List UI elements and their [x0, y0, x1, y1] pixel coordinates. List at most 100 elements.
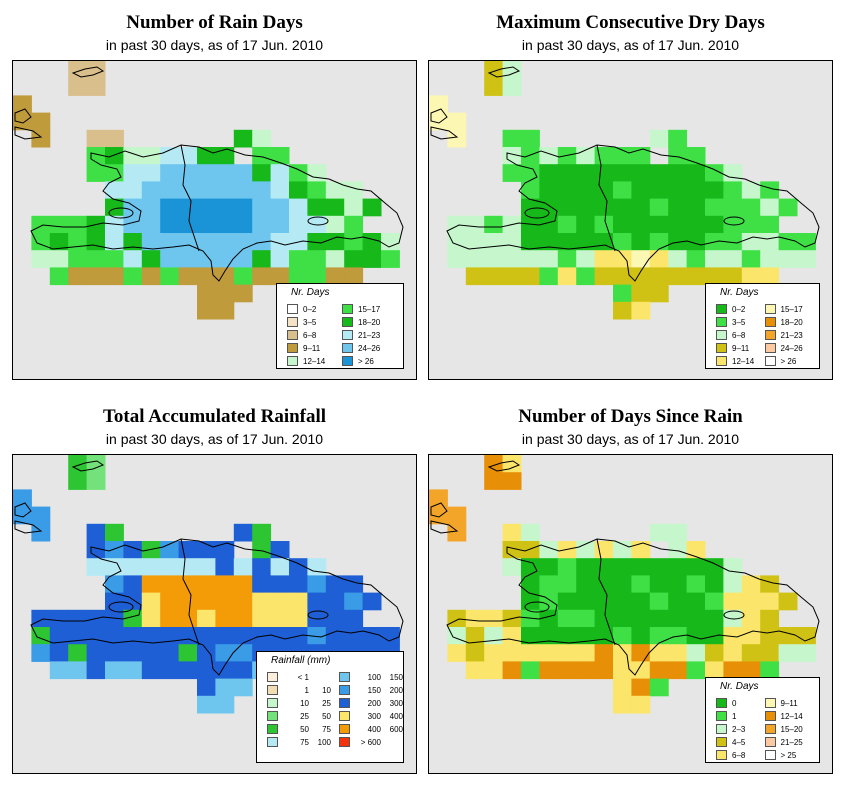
grid-cell [307, 181, 327, 200]
grid-cell [613, 541, 632, 559]
legend-label: 24–26 [358, 343, 381, 353]
grid-cell [649, 558, 669, 576]
grid-cell [686, 215, 706, 234]
legend-item: 6–8 [287, 329, 316, 341]
grid-cell [760, 661, 780, 680]
grid-cell [576, 267, 596, 286]
grid-cell [215, 644, 235, 662]
grid-cell [741, 215, 761, 234]
grid-cell [539, 164, 559, 182]
grid-cell [141, 233, 161, 251]
grid-cell [233, 661, 253, 680]
grid-cell [668, 541, 688, 559]
grid-cell [447, 644, 467, 662]
grid-cell [307, 627, 327, 645]
legend-item: 18–20 [764, 316, 803, 328]
grid-cell [741, 181, 761, 200]
grid-cell [270, 250, 290, 268]
islet-outline [487, 66, 521, 78]
legend-days-since-rain: Nr. Days 0 1 2–3 4–5 6–8 9–11 12–14 15–20 21–25 >… [705, 677, 820, 763]
panel-title: Maximum Consecutive Dry Days [496, 12, 765, 33]
legend-item: 21–25 [764, 736, 803, 748]
legend-swatch [764, 317, 776, 327]
grid-cell [123, 215, 143, 234]
grid-cell [233, 250, 253, 268]
grid-cell [49, 609, 69, 628]
grid-cell [86, 233, 106, 251]
grid-cell [325, 575, 345, 594]
grid-cell [613, 164, 632, 182]
grid-cell [215, 661, 235, 680]
grid-cell [631, 267, 651, 286]
lake-outline [307, 610, 329, 620]
grid-cell [68, 644, 88, 662]
legend-item: 21–23 [342, 329, 380, 341]
grid-cell [197, 644, 216, 662]
grid-cell [344, 267, 364, 286]
legend-item: 200 300 [339, 697, 403, 709]
grid-cell [668, 592, 688, 611]
grid-cell [215, 198, 235, 217]
grid-cell [778, 592, 798, 611]
grid-cell [557, 267, 577, 286]
grid-cell [123, 627, 143, 645]
grid-cell [521, 661, 540, 680]
grid-cell [502, 523, 522, 542]
grid-cell [270, 609, 290, 628]
grid-cell [344, 609, 364, 628]
legend-label: > 26 [780, 356, 797, 366]
grid-cell [484, 61, 504, 79]
grid-cell [649, 250, 669, 268]
legend-range-low: > 600 [360, 737, 381, 747]
grid-cell [86, 78, 106, 96]
legend-swatch [764, 356, 776, 366]
legend-label: 0–2 [732, 304, 746, 314]
grid-cell [31, 523, 51, 542]
grid-cell [649, 181, 669, 200]
legend-range-low: 25 [300, 711, 309, 721]
grid-cell [233, 678, 253, 697]
grid-cell [289, 181, 308, 200]
grid-cell [668, 164, 688, 182]
grid-cell [631, 661, 651, 680]
lake-outline [723, 610, 745, 620]
grid-cell [86, 164, 106, 182]
legend-swatch [716, 724, 727, 734]
grid-cell [447, 112, 467, 131]
grid-cell [631, 592, 651, 611]
legend-title: Nr. Days [720, 287, 759, 298]
legend-item: 3–5 [287, 316, 316, 328]
legend-label: 9–11 [780, 698, 798, 708]
country-border [180, 144, 200, 252]
grid-cell [289, 164, 308, 182]
map-days-since-rain: Nr. Days 0 1 2–3 4–5 6–8 9–11 12–14 15–20 21–25 >… [428, 454, 833, 774]
grid-cell [484, 609, 504, 628]
grid-cell [723, 250, 743, 268]
grid-cell [741, 592, 761, 611]
legend-item: 9–11 [764, 697, 798, 709]
legend-item: < 1 [267, 671, 331, 683]
grid-cell [576, 627, 596, 645]
grid-cell [105, 575, 124, 594]
grid-cell [197, 678, 216, 697]
grid-cell [613, 575, 632, 594]
grid-cell [123, 181, 143, 200]
legend-range-high: 200 [389, 685, 403, 695]
legend-item: 15–17 [764, 303, 803, 315]
legend-label: > 600 [355, 738, 403, 747]
grid-cell [576, 164, 596, 182]
grid-cell [613, 284, 632, 303]
legend-label: 0–2 [303, 304, 317, 314]
lake-outline [307, 216, 329, 226]
grid-cell [576, 609, 596, 628]
legend-label: 15–20 [780, 724, 803, 734]
islet-outline [14, 520, 43, 534]
grid-cell [705, 609, 724, 628]
legend-label: 9–11 [303, 343, 321, 353]
grid-cell [197, 233, 216, 251]
grid-cell [252, 592, 272, 611]
grid-cell [381, 627, 400, 645]
grid-cell [160, 558, 180, 576]
grid-cell [613, 250, 632, 268]
grid-cell [705, 181, 724, 200]
